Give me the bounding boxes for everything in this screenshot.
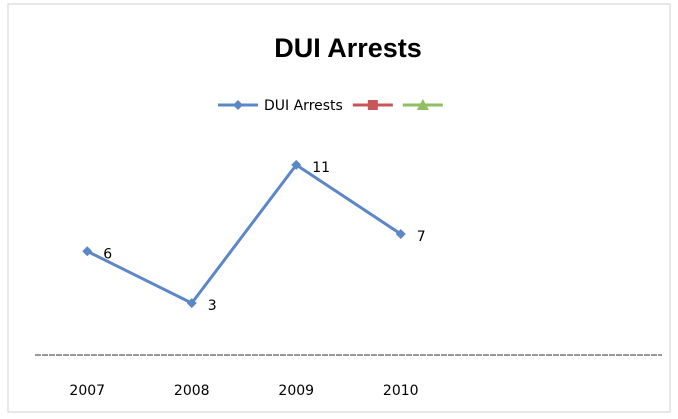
marker bbox=[395, 229, 406, 239]
chart-title: DUI Arrests bbox=[274, 33, 422, 63]
marker bbox=[416, 99, 429, 110]
series-line bbox=[86, 162, 402, 306]
legend-label: DUI Arrests bbox=[264, 98, 343, 114]
marker bbox=[367, 100, 378, 110]
x-tick-label: 2010 bbox=[383, 383, 419, 399]
data-label: 7 bbox=[417, 229, 426, 245]
marker bbox=[82, 246, 93, 257]
data-label: 11 bbox=[312, 160, 330, 176]
x-tick-label: 2007 bbox=[69, 383, 105, 399]
x-tick-label: 2009 bbox=[278, 383, 314, 399]
marker bbox=[233, 100, 243, 110]
marker bbox=[186, 298, 197, 309]
marker bbox=[291, 159, 302, 170]
data-label: 3 bbox=[208, 298, 217, 314]
data-label: 6 bbox=[103, 246, 112, 262]
chart-frame bbox=[7, 3, 671, 413]
x-tick-label: 2008 bbox=[174, 383, 210, 399]
